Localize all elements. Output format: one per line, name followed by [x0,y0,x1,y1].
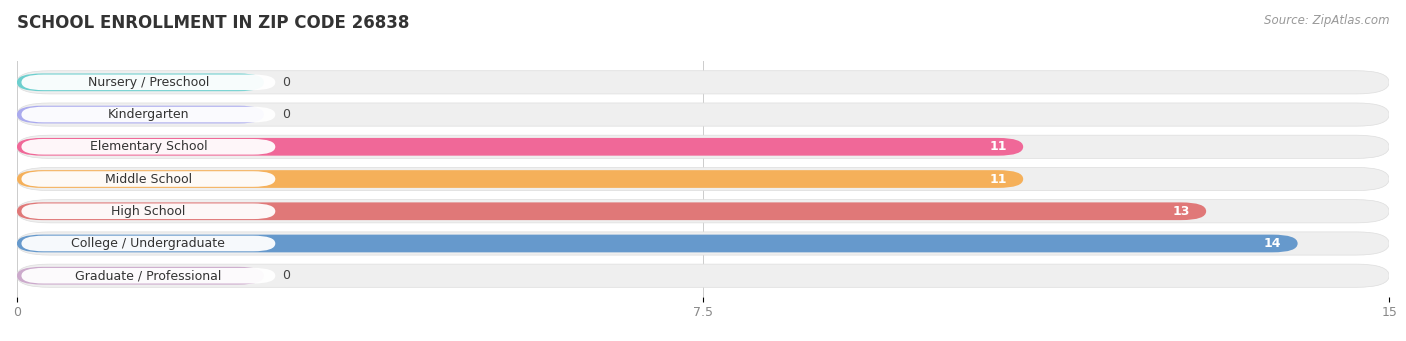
Text: 0: 0 [283,108,290,121]
Text: Graduate / Professional: Graduate / Professional [75,269,222,282]
FancyBboxPatch shape [21,75,276,90]
Text: Kindergarten: Kindergarten [108,108,190,121]
FancyBboxPatch shape [21,236,276,251]
Text: Elementary School: Elementary School [90,140,207,153]
FancyBboxPatch shape [17,264,1389,287]
Text: SCHOOL ENROLLMENT IN ZIP CODE 26838: SCHOOL ENROLLMENT IN ZIP CODE 26838 [17,14,409,32]
Text: 11: 11 [990,173,1007,186]
Text: College / Undergraduate: College / Undergraduate [72,237,225,250]
FancyBboxPatch shape [17,235,1298,252]
Text: 0: 0 [283,269,290,282]
FancyBboxPatch shape [17,203,1206,220]
FancyBboxPatch shape [21,204,276,219]
FancyBboxPatch shape [17,135,1389,159]
FancyBboxPatch shape [17,170,1024,188]
Text: High School: High School [111,205,186,218]
Text: 0: 0 [283,76,290,89]
FancyBboxPatch shape [17,232,1389,255]
FancyBboxPatch shape [17,71,1389,94]
FancyBboxPatch shape [17,103,1389,126]
Text: 13: 13 [1173,205,1189,218]
FancyBboxPatch shape [17,167,1389,191]
FancyBboxPatch shape [17,106,264,123]
FancyBboxPatch shape [21,268,276,283]
FancyBboxPatch shape [17,138,1024,155]
FancyBboxPatch shape [17,267,264,285]
Text: Nursery / Preschool: Nursery / Preschool [87,76,209,89]
FancyBboxPatch shape [21,107,276,122]
Text: 11: 11 [990,140,1007,153]
Text: Source: ZipAtlas.com: Source: ZipAtlas.com [1264,14,1389,27]
FancyBboxPatch shape [21,139,276,154]
FancyBboxPatch shape [21,171,276,187]
Text: Middle School: Middle School [105,173,193,186]
Text: 14: 14 [1264,237,1281,250]
FancyBboxPatch shape [17,199,1389,223]
FancyBboxPatch shape [17,73,264,91]
